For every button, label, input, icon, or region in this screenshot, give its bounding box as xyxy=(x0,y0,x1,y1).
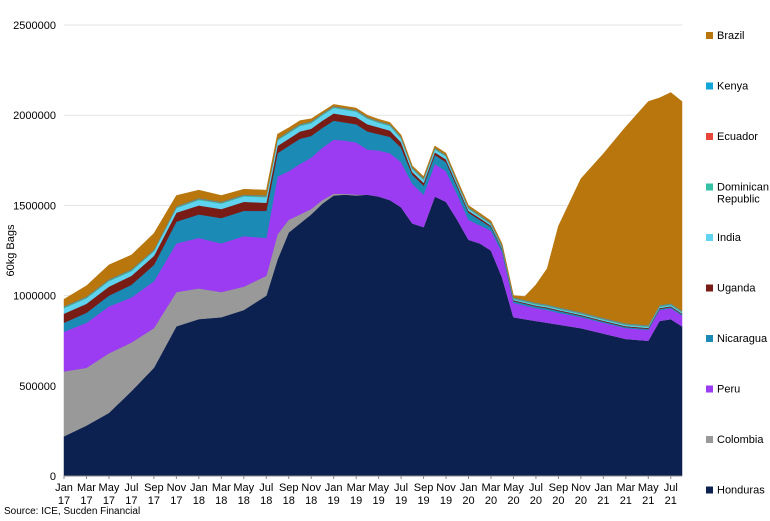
x-tick-label-year: 20 xyxy=(552,495,564,507)
legend-swatch-colombia xyxy=(706,436,713,443)
y-tick-label: 1000000 xyxy=(13,291,56,303)
x-tick-label: Jul xyxy=(259,482,273,494)
x-tick-label: Sep xyxy=(414,482,434,494)
x-tick-label: Jul xyxy=(124,482,138,494)
x-tick-label-year: 17 xyxy=(125,495,137,507)
x-tick-label: May xyxy=(503,482,524,494)
legend-swatch-ecuador xyxy=(706,133,713,140)
legend-swatch-dominican-republic xyxy=(706,183,713,191)
x-tick-label-year: 18 xyxy=(193,495,205,507)
x-tick-label-year: 18 xyxy=(305,495,317,507)
y-tick-label: 2500000 xyxy=(13,20,56,32)
y-tick-label: 2000000 xyxy=(13,110,56,122)
x-tick-label-year: 17 xyxy=(80,495,92,507)
legend-swatch-kenya xyxy=(706,82,713,90)
x-tick-label-year: 17 xyxy=(170,495,182,507)
x-tick-label-year: 19 xyxy=(328,495,340,507)
x-tick-label: Mar xyxy=(482,482,501,494)
legend-swatch-honduras xyxy=(706,486,713,494)
x-tick-label: Jan xyxy=(594,482,612,494)
y-tick-label: 1500000 xyxy=(13,200,56,212)
x-tick-label-year: 21 xyxy=(642,495,654,507)
x-tick-label-year: 19 xyxy=(372,495,384,507)
legend-label-honduras: Honduras xyxy=(717,485,765,497)
x-tick-label-year: 20 xyxy=(507,495,519,507)
x-tick-label: Jan xyxy=(190,482,208,494)
legend-label-ecuador: Ecuador xyxy=(717,131,758,143)
legend-label-brazil: Brazil xyxy=(717,30,745,42)
x-tick-label-year: 19 xyxy=(417,495,429,507)
x-tick-label: Jul xyxy=(664,482,678,494)
x-tick-label-year: 18 xyxy=(283,495,295,507)
x-tick-label: May xyxy=(99,482,120,494)
x-tick-label: Mar xyxy=(212,482,231,494)
legend-swatch-india xyxy=(706,234,713,241)
x-tick-label: Sep xyxy=(549,482,569,494)
x-tick-label: Jan xyxy=(55,482,73,494)
legend-label-colombia: Colombia xyxy=(717,434,764,446)
y-tick-label: 500000 xyxy=(19,381,56,393)
legend-swatch-brazil xyxy=(706,32,713,39)
x-tick-label-year: 20 xyxy=(530,495,542,507)
legend-label-peru: Peru xyxy=(717,384,740,396)
x-tick-label: Nov xyxy=(571,482,591,494)
x-tick-label: Mar xyxy=(616,482,635,494)
x-tick-label-year: 19 xyxy=(440,495,452,507)
x-tick-label: Sep xyxy=(279,482,299,494)
x-tick-label: Mar xyxy=(77,482,96,494)
legend-label-nicaragua: Nicaragua xyxy=(717,333,768,345)
legend-label-india: India xyxy=(717,232,742,244)
x-tick-label: Jul xyxy=(394,482,408,494)
x-tick-label-year: 18 xyxy=(238,495,250,507)
x-tick-label-year: 21 xyxy=(620,495,632,507)
y-axis-label: 60kg Bags xyxy=(5,224,17,276)
legend-label-kenya: Kenya xyxy=(717,81,749,93)
x-tick-label: May xyxy=(368,482,389,494)
legend-label-uganda: Uganda xyxy=(717,283,756,295)
x-tick-label-year: 20 xyxy=(485,495,497,507)
x-tick-label: Nov xyxy=(436,482,456,494)
x-tick-label: May xyxy=(233,482,254,494)
x-tick-label-year: 18 xyxy=(260,495,272,507)
x-tick-label-year: 17 xyxy=(58,495,70,507)
x-tick-label-year: 21 xyxy=(665,495,677,507)
legend-swatch-peru xyxy=(706,385,713,393)
x-tick-label: Mar xyxy=(347,482,366,494)
legend-swatch-uganda xyxy=(706,284,713,292)
x-tick-label-year: 17 xyxy=(103,495,115,507)
x-tick-label-year: 20 xyxy=(462,495,474,507)
series-area-brazil xyxy=(63,92,683,326)
x-tick-label-year: 19 xyxy=(395,495,407,507)
x-tick-label: Sep xyxy=(144,482,164,494)
x-tick-label: May xyxy=(638,482,659,494)
x-tick-label: Nov xyxy=(301,482,321,494)
x-tick-label-year: 20 xyxy=(575,495,587,507)
x-tick-label-year: 17 xyxy=(148,495,160,507)
x-tick-label: Jan xyxy=(325,482,343,494)
x-tick-label-year: 18 xyxy=(215,495,227,507)
x-tick-label: Nov xyxy=(167,482,187,494)
x-tick-label-year: 19 xyxy=(350,495,362,507)
legend-label-dominican-republic: Dominican Republic xyxy=(717,182,769,206)
legend-swatch-nicaragua xyxy=(706,335,713,342)
source-note: Source: ICE, Sucden Financial xyxy=(4,506,141,517)
x-tick-label: Jul xyxy=(529,482,543,494)
x-tick-label: Jan xyxy=(460,482,478,494)
x-tick-label-year: 21 xyxy=(597,495,609,507)
y-tick-label: 0 xyxy=(50,471,56,483)
